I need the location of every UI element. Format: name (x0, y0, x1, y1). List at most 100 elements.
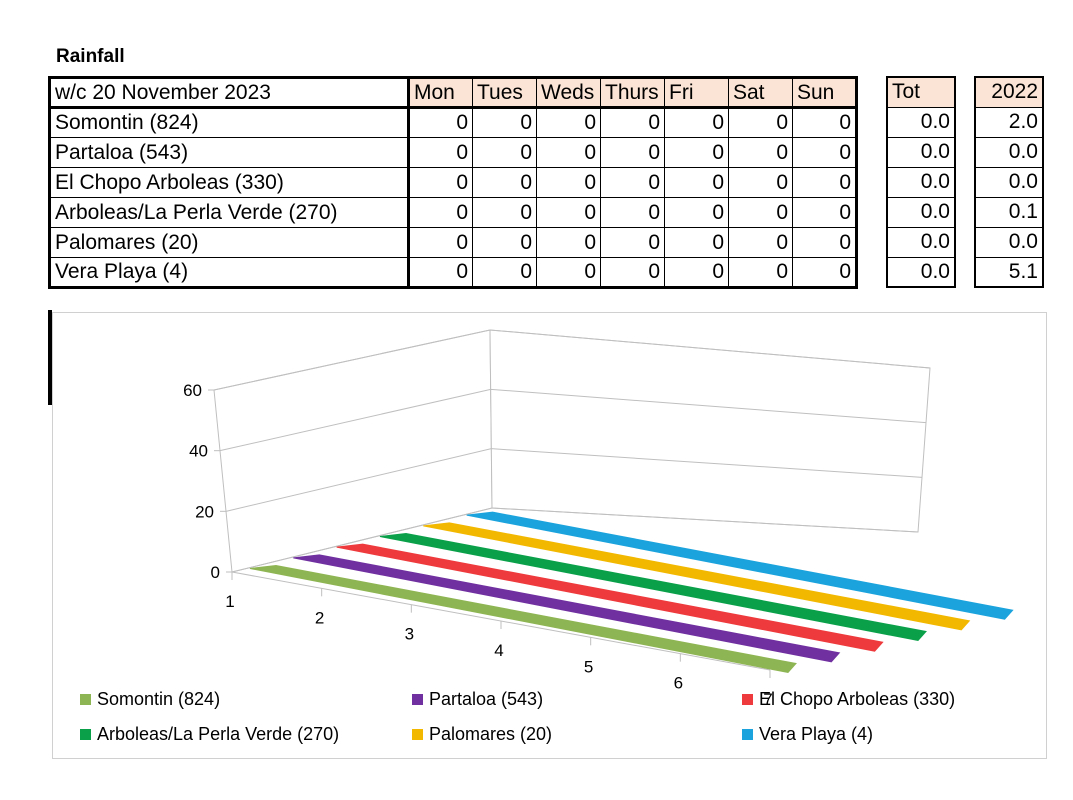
tot-header: Tot (886, 76, 956, 108)
table-row: Arboleas/La Perla Verde (270) 0 0 0 0 0 0 0 (49, 197, 857, 228)
daily-rainfall-cell: 0 (600, 137, 665, 168)
daily-rainfall-cell: 0 (792, 107, 857, 138)
legend-swatch (742, 694, 753, 705)
daily-rainfall-cell: 0 (792, 197, 857, 228)
table-row: El Chopo Arboleas (330) 0 0 0 0 0 0 0 (49, 167, 857, 198)
legend-swatch (742, 729, 753, 740)
daily-rainfall-cell: 0 (536, 227, 601, 258)
tot-row: 0.0 (886, 196, 956, 228)
gridline (219, 388, 927, 452)
day-header: Mon (408, 77, 473, 109)
previous-year-row: 0.0 (974, 166, 1044, 198)
table-row: Somontin (824) 0 0 0 0 0 0 0 (49, 107, 857, 138)
daily-rainfall-cell: 0 (664, 137, 729, 168)
daily-rainfall-cell: 0 (408, 137, 473, 168)
tot-cell: 0.0 (886, 196, 956, 228)
previous-year-row: 0.1 (974, 196, 1044, 228)
day-header: Sun (792, 77, 857, 109)
table-border-extension (48, 310, 52, 405)
legend-item: Somontin (824) (80, 689, 220, 710)
daily-rainfall-cell: 0 (792, 167, 857, 198)
daily-rainfall-cell: 0 (792, 257, 857, 288)
daily-rainfall-cell: 0 (408, 227, 473, 258)
daily-rainfall-cell: 0 (536, 167, 601, 198)
daily-rainfall-cell: 0 (728, 197, 793, 228)
table-row: Vera Playa (4) 0 0 0 0 0 0 0 (49, 257, 857, 288)
previous-year-cell: 2.0 (974, 106, 1044, 138)
table-header-row: w/c 20 November 2023 Mon Tues Weds Thurs Fri S… (49, 77, 857, 109)
legend-item: Vera Playa (4) (742, 724, 873, 745)
x-tick-label: 5 (584, 657, 593, 676)
tot-cell: 0.0 (886, 136, 956, 168)
tot-row: 0.0 (886, 256, 956, 288)
station-name: Arboleas/La Perla Verde (270) (49, 197, 410, 228)
legend-label: Vera Playa (4) (759, 724, 874, 744)
series-ribbon (293, 554, 841, 663)
series-ribbon (249, 564, 797, 674)
legend-label: El Chopo Arboleas (330) (759, 689, 956, 709)
daily-rainfall-cell: 0 (600, 167, 665, 198)
daily-rainfall-cell: 0 (792, 227, 857, 258)
day-header: Sat (728, 77, 793, 109)
tot-row: 0.0 (886, 226, 956, 258)
previous-year-row: 5.1 (974, 256, 1044, 288)
previous-year-cell: 0.1 (974, 196, 1044, 228)
daily-rainfall-cell: 0 (728, 167, 793, 198)
daily-rainfall-cell: 0 (408, 197, 473, 228)
station-name: El Chopo Arboleas (330) (49, 167, 410, 198)
previous-year-row: 0.0 (974, 136, 1044, 168)
daily-rainfall-cell: 0 (472, 137, 537, 168)
daily-rainfall-cell: 0 (536, 257, 601, 288)
daily-rainfall-cell: 0 (408, 107, 473, 138)
daily-rainfall-cell: 0 (792, 137, 857, 168)
previous-year-column: 2022 2.0 0.0 0.0 0.1 0.0 5.1 (974, 76, 1044, 288)
previous-year-row: 2.0 (974, 106, 1044, 138)
previous-year-cell: 0.0 (974, 136, 1044, 168)
previous-year-cell: 0.0 (974, 226, 1044, 258)
series-ribbon (336, 543, 884, 652)
previous-year-cell: 5.1 (974, 256, 1044, 288)
station-name: Vera Playa (4) (49, 257, 410, 288)
daily-rainfall-cell: 0 (536, 137, 601, 168)
daily-rainfall-cell: 0 (664, 197, 729, 228)
daily-rainfall-cell: 0 (728, 227, 793, 258)
day-header: Tues (472, 77, 537, 109)
legend-label: Partaloa (543) (429, 689, 544, 709)
daily-rainfall-cell: 0 (472, 257, 537, 288)
station-name: Palomares (20) (49, 227, 410, 258)
legend-swatch (412, 694, 423, 705)
day-header: Thurs (600, 77, 665, 109)
daily-rainfall-cell: 0 (664, 167, 729, 198)
y-tick-label: 40 (189, 442, 208, 461)
tot-cell: 0.0 (886, 106, 956, 138)
table-row: Partaloa (543) 0 0 0 0 0 0 0 (49, 137, 857, 168)
gridline (231, 507, 919, 573)
x-tick-label: 4 (494, 641, 503, 660)
daily-rainfall-cell: 0 (408, 257, 473, 288)
legend-item: El Chopo Arboleas (330) (742, 689, 955, 710)
tot-header-row: Tot (886, 76, 956, 108)
legend-label: Somontin (824) (97, 689, 221, 709)
y-tick-label: 60 (183, 381, 202, 400)
week-label: w/c 20 November 2023 (49, 77, 410, 109)
tot-cell: 0.0 (886, 166, 956, 198)
total-column: Tot 0.0 0.0 0.0 0.0 0.0 0.0 (886, 76, 956, 288)
daily-rainfall-cell: 0 (536, 197, 601, 228)
year-header: 2022 (974, 76, 1044, 108)
series-ribbon (379, 532, 927, 642)
back-wall (489, 329, 931, 533)
daily-rainfall-cell: 0 (536, 107, 601, 138)
daily-rainfall-cell: 0 (472, 167, 537, 198)
daily-rainfall-cell: 0 (408, 167, 473, 198)
table-row: Palomares (20) 0 0 0 0 0 0 0 (49, 227, 857, 258)
daily-rainfall-cell: 0 (600, 107, 665, 138)
day-header: Weds (536, 77, 601, 109)
legend-swatch (412, 729, 423, 740)
legend-label: Palomares (20) (429, 724, 553, 744)
x-tick-label: 6 (674, 674, 683, 693)
daily-rainfall-cell: 0 (728, 137, 793, 168)
tot-row: 0.0 (886, 166, 956, 198)
x-tick-label: 1 (225, 592, 234, 611)
rainfall-table: w/c 20 November 2023 Mon Tues Weds Thurs Fri S… (48, 76, 858, 289)
side-wall (213, 329, 493, 573)
